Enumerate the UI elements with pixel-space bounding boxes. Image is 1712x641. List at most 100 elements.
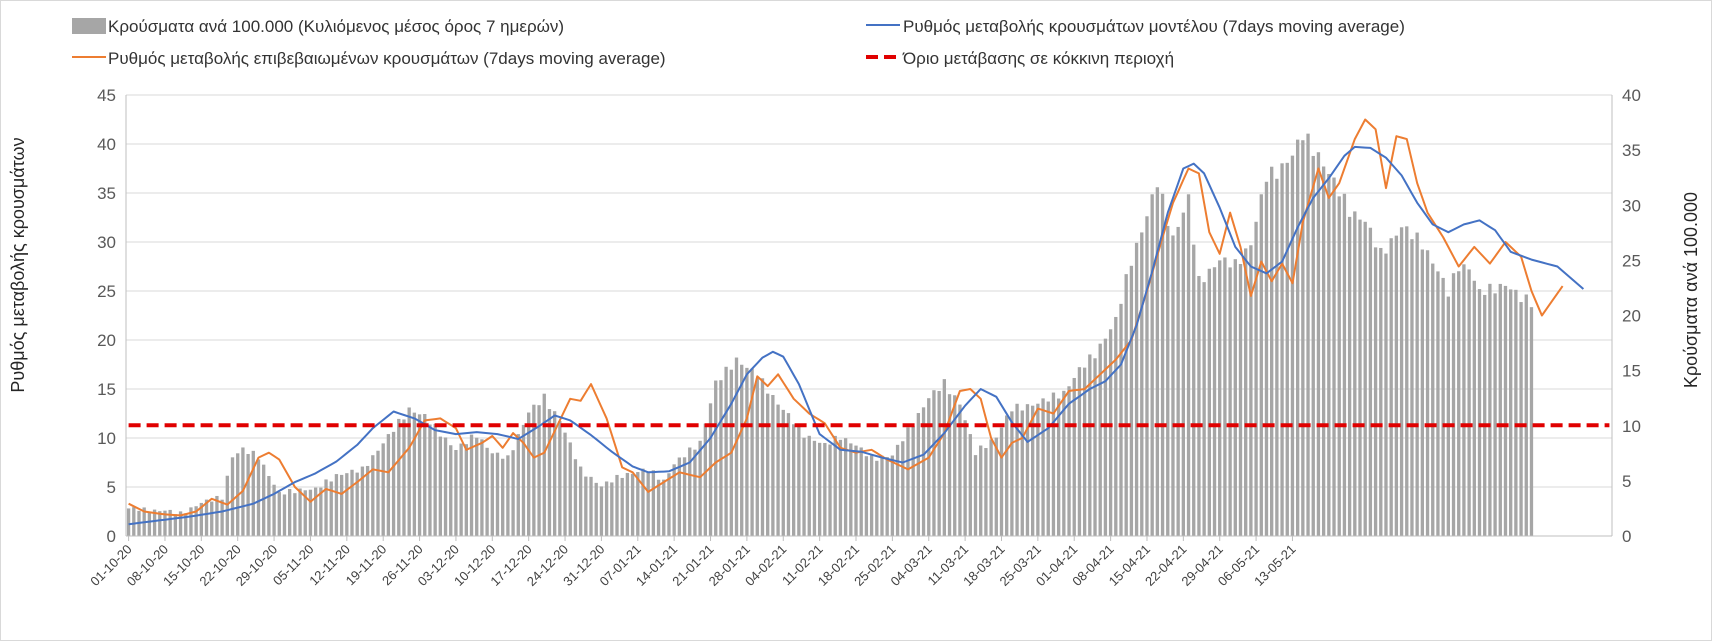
bar [542, 393, 546, 536]
bar [267, 476, 271, 536]
bar [1451, 273, 1456, 536]
bar [1046, 401, 1050, 536]
bar [776, 404, 780, 536]
bar [677, 457, 682, 536]
bar [438, 436, 443, 536]
left-tick-label: 20 [97, 331, 116, 350]
bar [667, 473, 671, 536]
bar [339, 474, 344, 536]
bar [1529, 307, 1534, 536]
bar [423, 413, 427, 536]
bar [168, 509, 172, 536]
bar [911, 426, 915, 536]
bar [288, 488, 292, 536]
bar [688, 447, 692, 536]
bar [345, 473, 349, 536]
bar [823, 442, 827, 536]
bar [397, 418, 401, 536]
legend-label-bars: Κρούσματα ανά 100.000 (Κυλιόμενος μέσος … [108, 17, 564, 36]
bar [428, 424, 432, 536]
bar [371, 455, 375, 536]
bar [771, 394, 775, 536]
bar [1103, 338, 1108, 536]
bar [1509, 289, 1513, 536]
bar [1041, 398, 1045, 536]
bar [1088, 354, 1092, 536]
bar [1202, 282, 1206, 536]
bar [604, 481, 609, 536]
bar [958, 404, 962, 536]
right-tick-label: 25 [1622, 251, 1641, 270]
left-axis-title: Ρυθμός μεταβολής κρουσμάτων [8, 137, 28, 392]
bar [1353, 211, 1357, 536]
bar [1005, 415, 1009, 536]
bar [1488, 283, 1492, 536]
bar [568, 442, 572, 536]
bar [656, 479, 661, 536]
bar [1140, 232, 1144, 537]
bar [1295, 139, 1300, 537]
bar [1119, 303, 1123, 536]
right-axis-ticks: 0 5 10 15 20 25 30 35 40 [1622, 86, 1641, 546]
bar [1420, 249, 1425, 536]
bar [589, 476, 593, 536]
bar [1373, 247, 1378, 536]
bar [953, 395, 957, 536]
bar [1124, 274, 1128, 536]
bar [869, 455, 874, 536]
bar [246, 454, 250, 536]
bar [1514, 289, 1518, 536]
bar [178, 511, 183, 536]
bar [740, 364, 744, 536]
bar [1212, 267, 1217, 536]
left-tick-label: 45 [97, 86, 116, 105]
bar [251, 450, 255, 536]
left-tick-label: 30 [97, 233, 116, 252]
bar [1321, 166, 1326, 537]
left-tick-label: 15 [97, 380, 116, 399]
bar [1446, 296, 1450, 536]
bar [620, 477, 624, 536]
bar [843, 438, 848, 536]
bar [989, 439, 993, 536]
bar [1462, 264, 1466, 536]
bar [537, 405, 541, 536]
legend-label-confirmed: Ρυθμός μεταβολής επιβεβαιωμένων κρουσμάτ… [108, 49, 666, 68]
legend-label-model: Ρυθμός μεταβολής κρουσμάτων μοντέλου (7d… [903, 17, 1405, 36]
bar [1067, 386, 1071, 536]
bar [573, 459, 578, 536]
bar [1483, 294, 1487, 536]
bar [360, 466, 365, 536]
right-tick-label: 5 [1622, 472, 1631, 491]
bar [1025, 404, 1030, 536]
bar [1405, 226, 1409, 536]
bar [1425, 250, 1430, 536]
bar [1077, 367, 1082, 536]
bar [1186, 194, 1191, 536]
bar [864, 456, 869, 536]
bar [293, 493, 297, 536]
bar [1010, 411, 1014, 536]
bar [994, 437, 998, 536]
bar [630, 473, 635, 536]
bar [984, 448, 988, 536]
bar [1036, 403, 1040, 536]
axes [125, 95, 1613, 537]
bar [475, 437, 479, 536]
bar [854, 445, 858, 536]
left-tick-label: 40 [97, 135, 116, 154]
left-axis-ticks: 0 5 10 15 20 25 30 35 40 45 [97, 86, 116, 546]
bar [1129, 265, 1134, 536]
bar [469, 434, 474, 536]
bar [1062, 390, 1066, 536]
x-axis-ticks: 01-10-2008-10-2015-10-2022-10-2029-10-20… [87, 536, 1299, 589]
bar [755, 378, 759, 536]
bar [1519, 302, 1523, 536]
bar [1477, 289, 1482, 536]
bar [391, 431, 396, 536]
bar [1457, 271, 1461, 536]
bar [781, 409, 785, 536]
bar [324, 479, 328, 536]
bar [937, 390, 941, 536]
bar [1264, 181, 1269, 536]
